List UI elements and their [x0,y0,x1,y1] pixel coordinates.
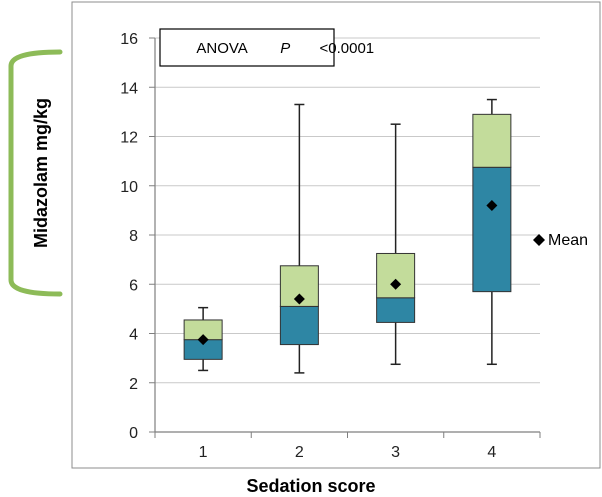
legend-mean-marker [533,234,545,246]
legend: Mean [533,232,588,249]
y-tick-label: 10 [120,179,138,196]
anova-prefix: ANOVA [196,40,251,57]
x-tick-label: 2 [295,444,304,461]
x-tick-label: 4 [487,444,496,461]
y-tick-label: 4 [129,327,138,344]
anova-p: P [280,40,290,57]
y-tick-label: 16 [120,31,138,48]
mean-marker [197,334,209,346]
y-axis-title: Midazolam mg/kg [8,49,63,297]
anova-annotation: ANOVA P <0.0001 [159,28,395,67]
box-plot-4 [472,98,512,366]
box-plots [183,98,512,374]
legend-mean-label: Mean [548,232,588,249]
y-tick-label: 14 [120,80,138,97]
x-tick-label: 3 [391,444,400,461]
y-tick-label: 8 [129,228,138,245]
y-tick-label: 2 [129,376,138,393]
y-tick-label: 6 [129,277,138,294]
mean-marker [293,293,305,305]
box-plot-3 [376,123,416,366]
box-plot-2 [279,103,319,374]
y-axis-bracket [8,49,63,297]
box-lower [279,305,319,346]
box-upper [472,113,512,168]
anova-suffix: <0.0001 [320,40,375,57]
y-tick-label: 0 [129,425,138,442]
box-lower [376,297,416,323]
y-tick-label: 12 [120,130,138,147]
x-tick-label: 1 [199,444,208,461]
anova-box [159,28,335,67]
mean-marker [486,199,498,211]
x-axis-label: Sedation score [246,476,375,496]
anova-text: ANOVA P <0.0001 [168,40,395,57]
mean-marker [390,278,402,290]
box-plot-1 [183,306,223,372]
box-lower [472,166,512,293]
box-upper [376,252,416,299]
y-axis-label: Midazolam mg/kg [31,98,51,248]
